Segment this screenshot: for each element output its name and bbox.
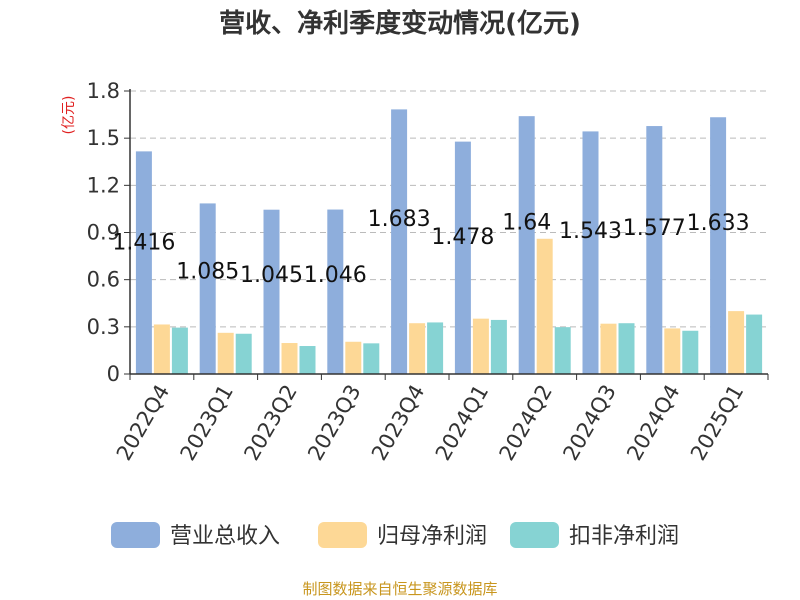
data-label: 1.543 (559, 219, 622, 244)
bar-3-2022Q4 (171, 327, 188, 374)
bar-2-2023Q2 (281, 343, 298, 374)
bar-1-2024Q4 (646, 126, 663, 375)
bar-2-2022Q4 (153, 324, 170, 374)
legend-swatch (510, 522, 559, 548)
x-tick-label: 2024Q2 (495, 381, 557, 465)
y-tick-label: 0.9 (87, 221, 120, 245)
x-tick-label: 2023Q2 (239, 381, 301, 465)
data-label: 1.64 (502, 211, 551, 236)
bar-2-2024Q4 (664, 328, 681, 374)
bar-1-2024Q3 (582, 131, 599, 374)
data-label: 1.478 (431, 225, 494, 250)
bar-2-2023Q1 (217, 332, 234, 374)
y-tick-label: 1.8 (87, 79, 120, 103)
bar-1-2022Q4 (135, 151, 152, 374)
bars (135, 109, 763, 375)
y-axis-ticks: 0 0.3 0.6 0.9 1.2 1.5 1.8 (87, 79, 130, 386)
data-label: 1.045 (240, 263, 303, 288)
y-tick-label: 1.2 (87, 173, 120, 197)
bar-3-2024Q2 (554, 327, 571, 374)
bar-3-2025Q1 (746, 314, 763, 374)
x-tick-label: 2023Q3 (303, 381, 365, 465)
bar-1-2025Q1 (710, 117, 727, 375)
bar-3-2024Q4 (682, 330, 699, 374)
bar-3-2023Q1 (235, 333, 252, 374)
data-label: 1.416 (112, 230, 175, 255)
data-label: 1.633 (687, 211, 750, 236)
x-tick-label: 2023Q4 (367, 381, 429, 465)
source-note: 制图数据来自恒生聚源数据库 (302, 580, 497, 598)
x-tick-label: 2024Q4 (622, 381, 684, 465)
x-tick-label: 2022Q4 (112, 381, 174, 465)
bar-3-2023Q4 (427, 322, 444, 374)
bar-2-2025Q1 (728, 311, 745, 374)
legend-swatch (318, 522, 367, 548)
data-label: 1.577 (623, 216, 686, 241)
bar-1-2023Q4 (391, 109, 408, 375)
bar-2-2024Q1 (472, 318, 489, 374)
bar-1-2024Q1 (454, 141, 471, 374)
legend-label: 归母净利润 (377, 524, 487, 549)
bar-3-2023Q3 (363, 343, 380, 374)
bar-2-2023Q3 (345, 341, 362, 374)
bar-2-2024Q3 (600, 323, 617, 374)
y-tick-label: 0.6 (87, 268, 120, 292)
bar-2-2023Q4 (409, 323, 426, 374)
grid-lines (130, 90, 768, 328)
data-label: 1.046 (304, 263, 367, 288)
x-tick-label: 2025Q1 (686, 381, 748, 465)
bar-1-2024Q2 (518, 116, 535, 375)
bar-3-2023Q2 (299, 346, 316, 374)
bar-3-2024Q1 (490, 319, 507, 374)
bar-1-2023Q2 (263, 209, 280, 374)
legend-swatch (111, 522, 160, 548)
data-label: 1.683 (368, 207, 431, 232)
legend-label: 扣非净利润 (569, 524, 679, 549)
legend-label: 营业总收入 (170, 524, 280, 549)
chart-title: 营收、净利季度变动情况(亿元) (219, 8, 581, 39)
x-tick-label: 2024Q1 (431, 381, 493, 465)
bar-3-2024Q3 (618, 323, 635, 374)
y-tick-label: 0.3 (87, 315, 120, 339)
bar-1-2023Q3 (327, 209, 344, 374)
y-axis-label: (亿元) (61, 96, 77, 135)
data-label: 1.085 (176, 259, 239, 284)
y-tick-label: 0 (107, 362, 120, 386)
legend[interactable]: 营业总收入 归母净利润 扣非净利润 (111, 522, 679, 549)
x-axis-ticks: 2022Q4 2023Q1 2023Q2 2023Q3 2023Q4 2024Q1 2024… (112, 374, 769, 465)
x-tick-label: 2024Q3 (558, 381, 620, 465)
y-tick-label: 1.5 (87, 126, 120, 150)
bar-1-2023Q1 (199, 203, 216, 374)
x-tick-label: 2023Q1 (176, 381, 238, 465)
bar-2-2024Q2 (536, 238, 553, 374)
